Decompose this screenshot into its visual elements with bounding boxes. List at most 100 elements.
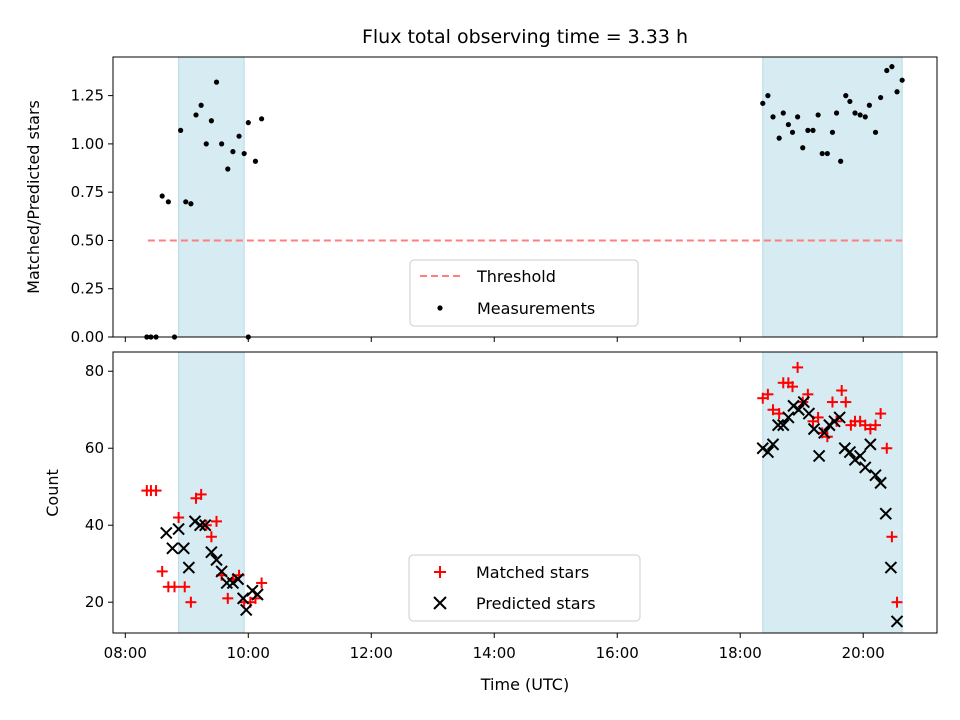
predicted-star-stroke	[215, 565, 228, 578]
predicted-star-stroke	[879, 507, 892, 520]
predicted-star-point	[890, 615, 904, 628]
predicted-star-stroke	[833, 411, 846, 424]
matched-star-point	[840, 396, 852, 408]
matched-star-point	[881, 442, 893, 454]
predicted-star-point	[182, 561, 196, 574]
predicted-star-point	[797, 395, 810, 409]
matched-star-point	[168, 581, 180, 593]
predicted-star-stroke	[182, 561, 196, 574]
predicted-star-stroke	[802, 407, 816, 420]
predicted-star-point	[205, 545, 218, 559]
legend-predicted-swatch	[433, 596, 447, 610]
measurement-point	[805, 127, 811, 133]
measurement-point	[198, 102, 204, 108]
measurement-point	[193, 112, 199, 118]
predicted-star-stroke	[782, 411, 795, 424]
top-y-axis-label: Matched/Predicted stars	[24, 100, 43, 294]
bottom-panel: 20 40 60 80 08:00 10:00 12:00 14:00 16:00 18:00 2…	[43, 351, 938, 694]
predicted-star-stroke	[874, 476, 887, 490]
measurement-point	[208, 118, 214, 124]
predicted-star-stroke	[869, 468, 882, 482]
measurement-point	[178, 127, 184, 133]
bottom-axes-frame	[112, 351, 938, 634]
measurement-point	[795, 114, 801, 120]
predicted-star-point	[210, 553, 223, 567]
predicted-star-point	[833, 411, 846, 424]
predicted-star-point	[879, 507, 892, 520]
measurement-point	[785, 121, 791, 128]
matched-star-point	[826, 396, 838, 408]
measurement-point	[833, 110, 840, 116]
measurement-point	[259, 116, 265, 122]
legend-matched-label: Matched stars	[476, 563, 589, 582]
top-legend-box	[409, 259, 639, 327]
measurement-point	[236, 133, 242, 139]
predicted-star-point	[792, 403, 805, 416]
predicted-star-point	[843, 445, 857, 459]
predicted-star-point	[193, 519, 207, 532]
measurement-point	[765, 93, 771, 99]
predicted-star-point	[802, 407, 816, 420]
measurement-point	[203, 141, 209, 147]
y-tick-label: 80	[85, 362, 104, 380]
measurement-point	[810, 127, 816, 133]
predicted-star-stroke	[236, 592, 250, 605]
measurement-point	[862, 114, 868, 120]
matched-star-point	[156, 565, 168, 577]
predicted-star-stroke	[771, 418, 785, 432]
measurement-point	[889, 64, 895, 70]
observing-window	[178, 56, 245, 338]
matched-star-point	[870, 419, 882, 431]
predicted-star-point	[782, 411, 795, 424]
predicted-star-point	[864, 438, 877, 451]
bottom-x-ticks: 08:00 10:00 12:00 14:00 16:00 18:00 20:00	[104, 633, 885, 662]
measurement-point	[824, 150, 830, 157]
matched-star-point	[185, 596, 197, 608]
predicted-star-point	[771, 418, 785, 432]
matched-star-point	[886, 531, 898, 543]
predicted-star-point	[172, 522, 185, 536]
y-tick-label: 40	[85, 516, 104, 534]
y-tick-label: 1.00	[71, 135, 104, 153]
x-tick-label: 08:00	[104, 644, 147, 662]
measurement-point	[219, 141, 225, 147]
bottom-y-axis-label: Count	[43, 469, 62, 517]
predicted-star-point	[215, 565, 228, 578]
y-tick-label: 1.25	[71, 87, 104, 105]
predicted-star-point	[231, 572, 245, 586]
top-legend: Threshold Measurements	[409, 259, 639, 327]
measurement-point	[776, 135, 782, 141]
predicted-star-point	[884, 561, 898, 574]
predicted-star-points	[160, 395, 904, 628]
measurement-point	[894, 89, 900, 95]
bottom-legend: Matched stars Predicted stars	[408, 554, 641, 622]
measurement-point	[213, 79, 220, 85]
y-tick-label: 0.00	[71, 328, 104, 346]
predicted-star-stroke	[199, 519, 212, 532]
matched-star-point	[891, 596, 903, 608]
measurement-point	[815, 112, 821, 118]
predicted-star-stroke	[777, 418, 790, 432]
predicted-star-stroke	[807, 422, 821, 436]
predicted-star-stroke	[205, 545, 218, 559]
x-tick-label: 10:00	[227, 644, 270, 662]
measurement-points	[144, 64, 905, 340]
measurement-point	[852, 110, 858, 116]
predicted-star-stroke	[240, 603, 253, 617]
top-y-ticks: 0.00 0.25 0.50 0.75 1.00 1.25	[71, 87, 113, 346]
x-axis-label: Time (UTC)	[480, 675, 569, 694]
measurement-point	[159, 193, 165, 199]
measurement-point	[760, 100, 766, 106]
matched-star-point	[792, 361, 804, 373]
predicted-star-stroke	[210, 553, 223, 567]
measurement-point	[872, 129, 879, 135]
predicted-star-stroke	[818, 426, 831, 440]
matched-star-point	[836, 384, 848, 396]
measurement-point	[819, 150, 825, 157]
x-tick-label: 18:00	[719, 644, 762, 662]
measurement-point	[230, 149, 236, 155]
x-tick-label: 20:00	[842, 644, 885, 662]
bottom-y-ticks: 20 40 60 80	[85, 362, 113, 611]
measurement-point	[800, 145, 806, 151]
y-tick-label: 0.50	[71, 231, 104, 249]
